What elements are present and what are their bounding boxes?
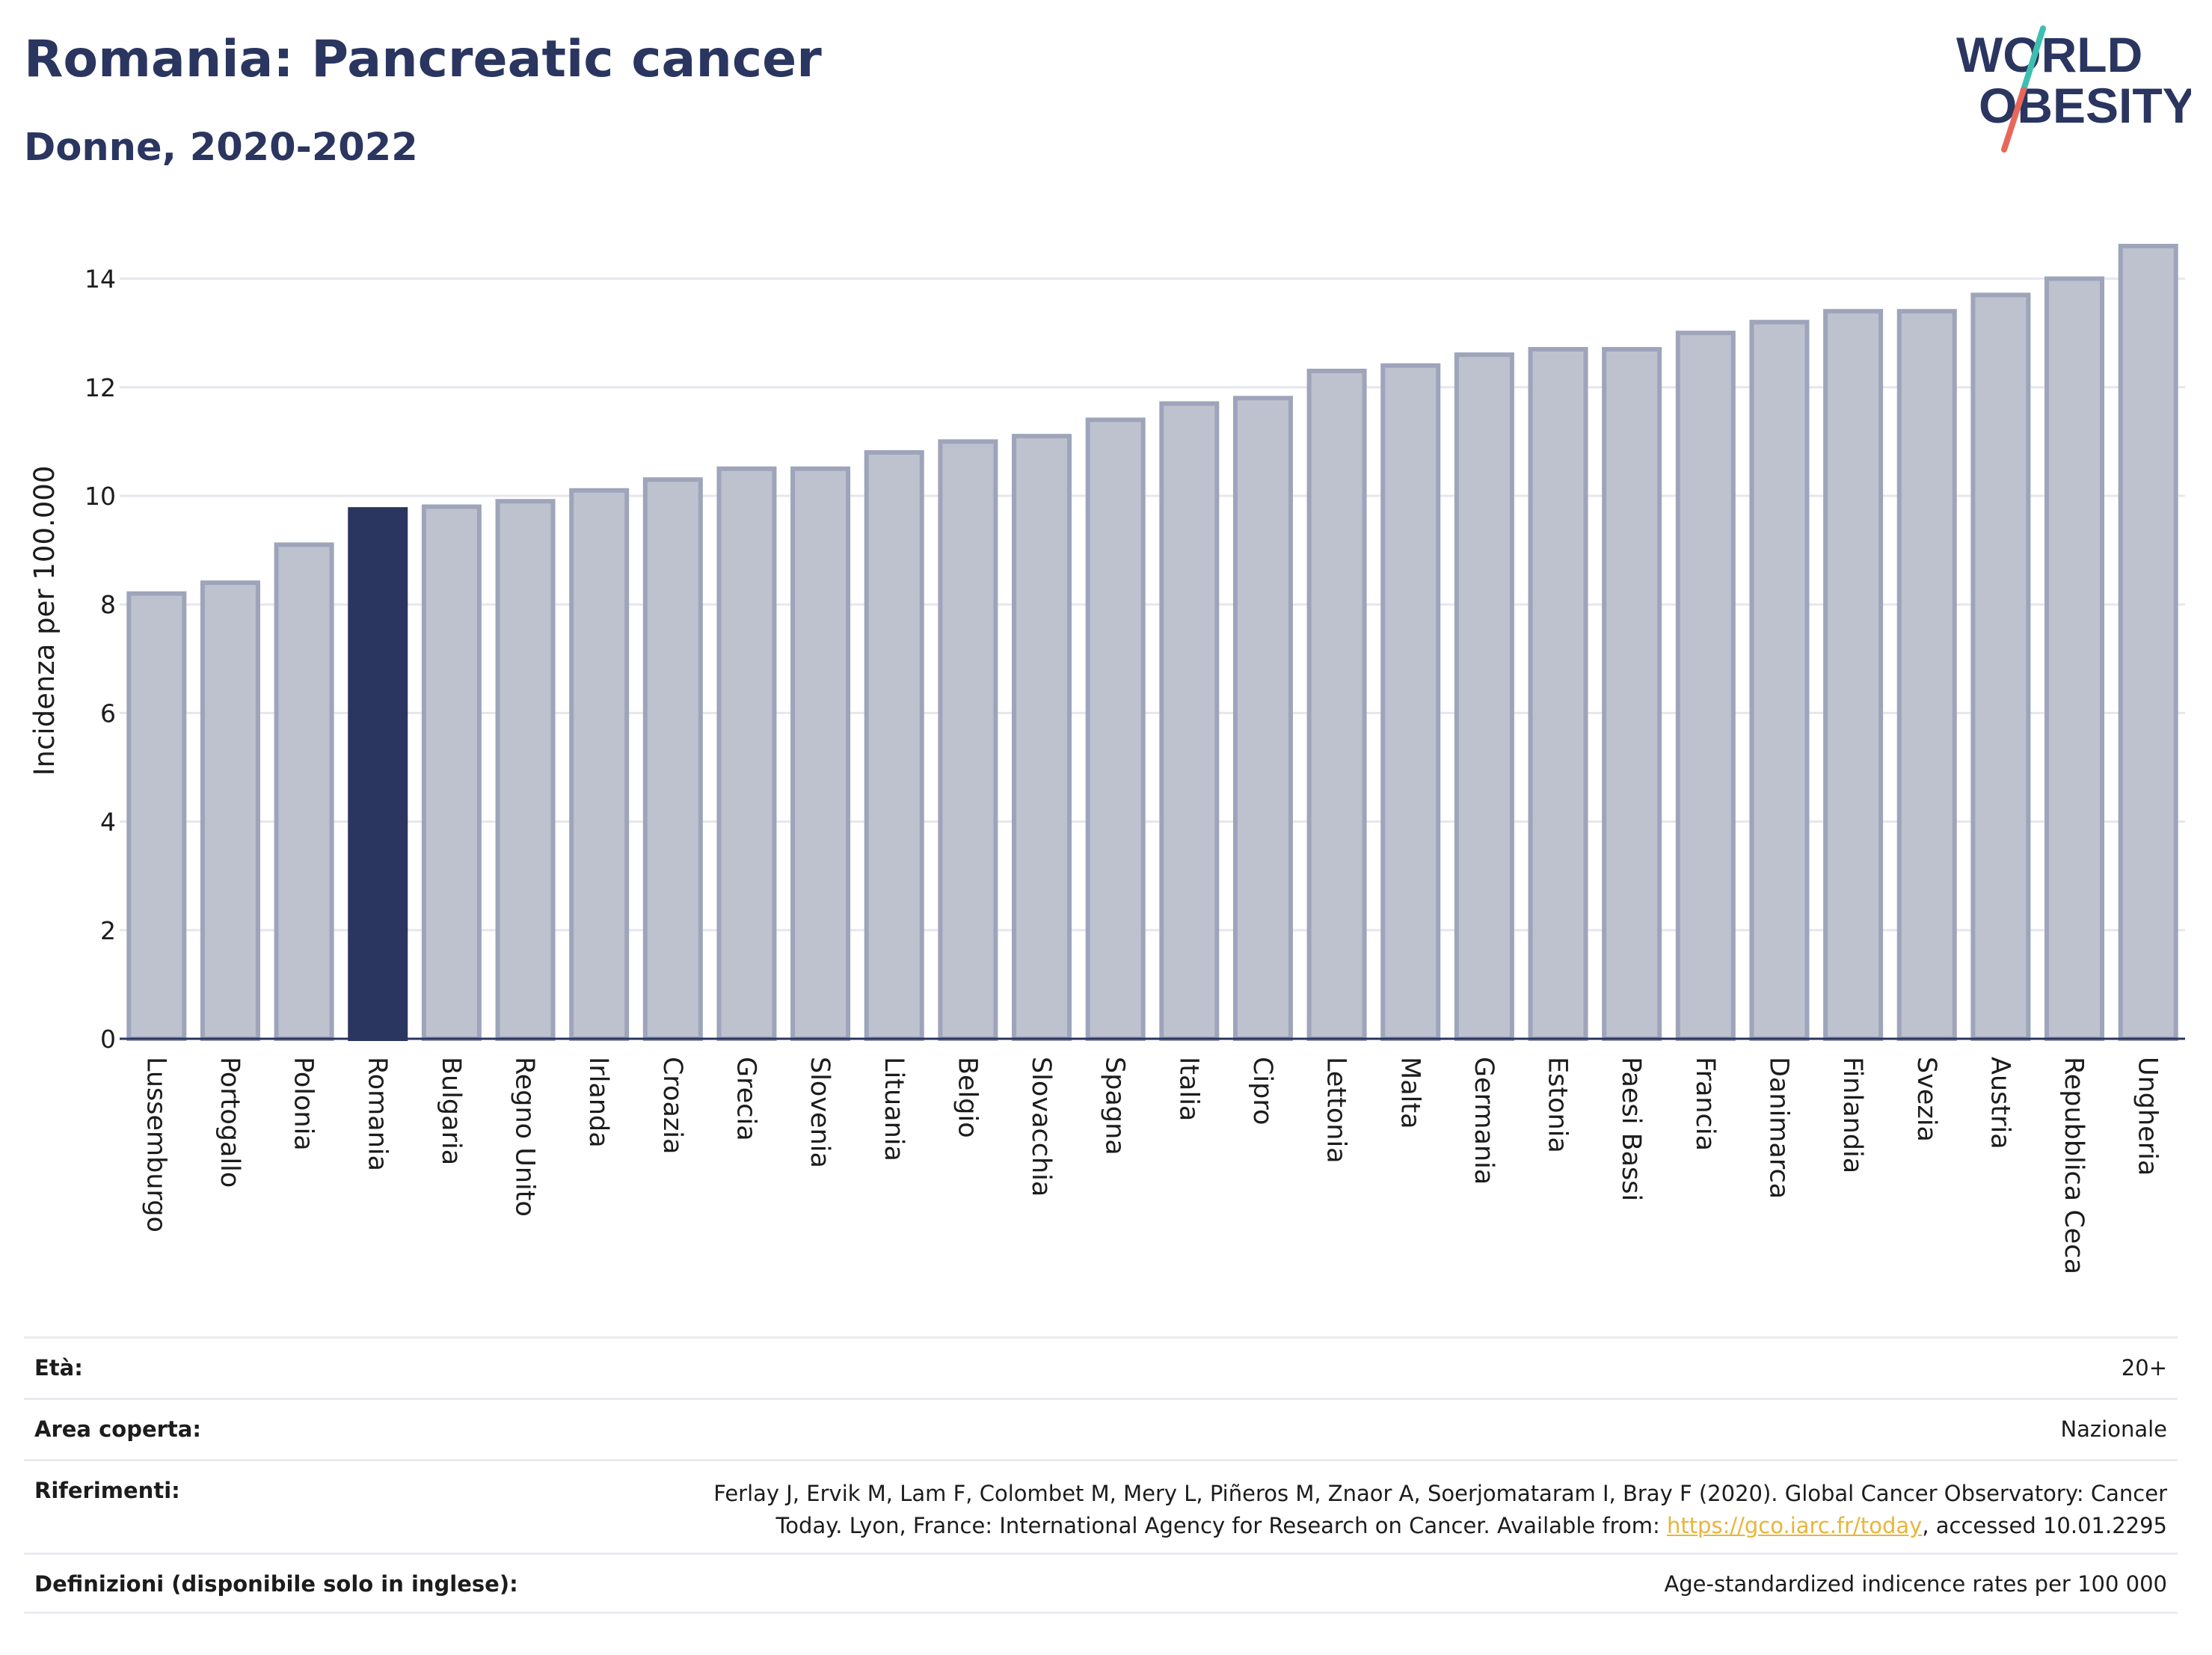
bar-grecia (716, 466, 777, 1041)
x-tick-label: Romania (362, 1057, 392, 1171)
meta-value-definizioni: Age-standardized indicence rates per 100… (1664, 1571, 2167, 1597)
meta-key-area: Area coperta: (34, 1416, 201, 1442)
bar-portogallo (200, 580, 260, 1041)
logo-slash-teal (2021, 25, 2046, 93)
x-tick-label: Bulgaria (436, 1057, 466, 1165)
bar-chart: 0 2 4 6 8 10 12 14 Lussemburgo Portogallo Polonia… (28, 244, 2185, 1274)
bar-finlandia (1823, 309, 1884, 1042)
bar-lettonia (1306, 369, 1367, 1041)
bar-ungheria (2118, 244, 2178, 1041)
meta-key-eta: Età: (34, 1355, 83, 1381)
meta-row-riferimenti: Riferimenti: Ferlay J, Ervik M, Lam F, C… (24, 1459, 2178, 1553)
world-obesity-logo: WORLD OBESITY (1956, 25, 2191, 153)
bar-paesi-bassi (1602, 346, 1662, 1042)
bar-danimarca (1749, 319, 1810, 1041)
x-tick-label: Ungheria (2133, 1057, 2163, 1176)
bar-romania (348, 507, 408, 1041)
y-tick-label: 0 (100, 1025, 116, 1054)
bar-francia (1675, 331, 1736, 1041)
x-tick-label: Svezia (1911, 1057, 1941, 1142)
logo-word-world: WORLD (1956, 27, 2142, 82)
bar-belgio (938, 439, 998, 1041)
x-tick-label: Croazia (657, 1057, 687, 1154)
x-tick-label: Francia (1690, 1057, 1720, 1151)
x-tick-label: Irlanda (583, 1057, 613, 1148)
x-tick-label: Estonia (1543, 1057, 1573, 1153)
reference-link[interactable]: https://gco.iarc.fr/today (1666, 1513, 1923, 1538)
y-tick-labels: 0 2 4 6 8 10 12 14 (85, 265, 116, 1054)
x-tick-label: Finlandia (1837, 1057, 1867, 1173)
meta-value-area: Nazionale (2060, 1416, 2167, 1442)
reference-line-2-pre: Today. Lyon, France: International Agenc… (775, 1513, 1667, 1538)
x-tick-label: Austria (1985, 1057, 2015, 1149)
bar-cipro (1232, 396, 1293, 1041)
bar-germania (1454, 352, 1514, 1041)
bar-svezia (1896, 309, 1957, 1042)
bar-polonia (274, 542, 334, 1041)
y-tick-label: 8 (100, 590, 116, 619)
meta-row-area: Area coperta: Nazionale (24, 1398, 2178, 1459)
bar-regno-unito (495, 499, 556, 1041)
x-tick-label: Germania (1469, 1057, 1499, 1185)
x-tick-label: Portogallo (215, 1057, 245, 1188)
x-tick-label: Slovacchia (1026, 1057, 1056, 1197)
metadata-table: Età: 20+ Area coperta: Nazionale Riferim… (24, 1336, 2178, 1614)
bars (126, 244, 2178, 1042)
x-tick-label: Lettonia (1321, 1057, 1351, 1164)
x-tick-label: Danimarca (1763, 1057, 1793, 1199)
bar-irlanda (569, 488, 630, 1041)
x-tick-label: Grecia (731, 1057, 761, 1141)
y-tick-label: 10 (85, 482, 116, 511)
x-tick-label: Polonia (289, 1057, 319, 1151)
bar-bulgaria (421, 504, 482, 1041)
bar-austria (1970, 292, 2031, 1041)
x-tick-label: Regno Unito (510, 1057, 540, 1217)
meta-row-definizioni: Definizioni (disponibile solo in inglese… (24, 1553, 2178, 1614)
y-tick-label: 6 (100, 698, 116, 728)
meta-value-riferimenti: Ferlay J, Ervik M, Lam F, Colombet M, Me… (713, 1478, 2167, 1542)
x-tick-label: Lituania (879, 1057, 909, 1161)
x-tick-label: Italia (1173, 1057, 1203, 1121)
x-tick-label: Paesi Bassi (1616, 1057, 1646, 1201)
meta-value-eta: 20+ (2121, 1355, 2167, 1381)
meta-key-definizioni: Definizioni (disponibile solo in inglese… (34, 1571, 518, 1597)
y-axis-label: Incidenza per 100.000 (28, 466, 61, 776)
x-tick-label: Cipro (1247, 1057, 1277, 1125)
meta-key-riferimenti: Riferimenti: (34, 1478, 180, 1503)
meta-row-eta: Età: 20+ (24, 1336, 2178, 1398)
reference-line-1: Ferlay J, Ervik M, Lam F, Colombet M, Me… (713, 1481, 2167, 1506)
bar-lituania (864, 449, 924, 1041)
chart-title: Romania: Pancreatic cancer (24, 30, 822, 89)
x-tick-label: Repubblica Ceca (2059, 1057, 2089, 1274)
bar-spagna (1085, 417, 1146, 1041)
x-tick-label: Belgio (952, 1057, 982, 1138)
bar-italia (1159, 401, 1220, 1041)
bar-estonia (1528, 346, 1588, 1042)
bar-croazia (642, 477, 703, 1041)
reference-line-2-post: , accessed 10.01.2295 (1922, 1513, 2167, 1538)
chart-subtitle: Donne, 2020-2022 (24, 126, 418, 170)
x-tick-label: Malta (1395, 1057, 1425, 1129)
bar-lussemburgo (126, 591, 187, 1041)
bar-repubblica-ceca (2044, 276, 2105, 1042)
bar-slovacchia (1012, 434, 1072, 1041)
x-tick-label: Lussemburgo (141, 1057, 170, 1232)
y-tick-label: 12 (85, 373, 116, 402)
x-tick-labels: Lussemburgo Portogallo Polonia Romania Bulga… (141, 1057, 2162, 1274)
logo-slash-red (2001, 87, 2027, 153)
x-tick-label: Spagna (1100, 1057, 1130, 1155)
bar-malta (1380, 363, 1441, 1041)
y-tick-label: 4 (100, 808, 116, 837)
y-tick-label: 2 (100, 916, 116, 945)
y-tick-label: 14 (85, 265, 116, 294)
x-tick-label: Slovenia (805, 1057, 835, 1168)
bar-slovenia (790, 466, 851, 1041)
